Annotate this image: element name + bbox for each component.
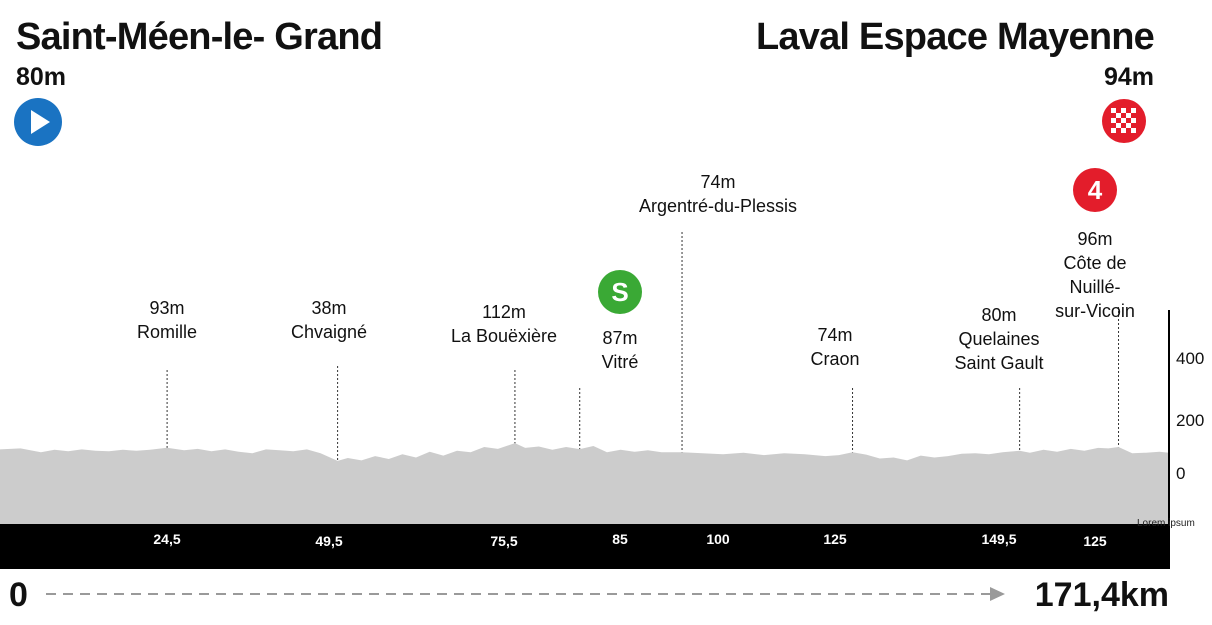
waypoint-name: Quelaines Saint Gault xyxy=(954,329,1044,373)
finish-city-name: Laval Espace Mayenne xyxy=(756,16,1155,58)
waypoint-altitude: 87m xyxy=(602,328,638,348)
waypoint-la-bouexiere: 112m La Bouëxière xyxy=(451,300,557,348)
waypoint-name: Côte de Nuillé- sur-Vicoin xyxy=(1055,253,1135,321)
waypoint-altitude: 96m xyxy=(1077,229,1113,249)
waypoint-name: Argentré-du-Plessis xyxy=(638,196,798,216)
finish-altitude: 94m xyxy=(1103,63,1154,91)
end-km-label: 171,4km xyxy=(1034,576,1169,614)
x-tick-label: 75,5 xyxy=(490,533,518,549)
x-tick-label: 24,5 xyxy=(153,531,181,547)
sprint-letter: S xyxy=(611,276,629,307)
waypoint-cote-de-nuille-sur-vicoin: 96m Côte de Nuillé- sur-Vicoin xyxy=(1037,227,1154,323)
waypoint-altitude: 93m xyxy=(149,298,185,318)
waypoint-altitude: 38m xyxy=(311,298,347,318)
x-tick-label: 85 xyxy=(612,531,628,547)
waypoint-vitre: 87m Vitré xyxy=(602,326,639,374)
intermediate-sprint-icon: S xyxy=(598,270,642,314)
x-tick-label: 149,5 xyxy=(981,531,1017,547)
waypoint-altitude: 74m xyxy=(700,172,736,192)
x-axis-band xyxy=(0,524,1169,569)
waypoint-name: Romille xyxy=(136,322,198,342)
waypoint-romille: 93m Romille xyxy=(137,296,197,344)
climb-category-number: 4 xyxy=(1087,174,1103,205)
start-altitude: 80m xyxy=(16,63,67,91)
waypoint-name: Vitré xyxy=(601,352,639,372)
waypoint-argentre-du-plessis: 74m Argentré-du-Plessis xyxy=(639,170,797,218)
watermark-text: Lorem ipsum xyxy=(1137,518,1195,529)
y-tick-label: 0 xyxy=(1176,464,1186,483)
waypoint-quelaines-saint-gault: 80m Quelaines Saint Gault xyxy=(954,303,1043,375)
start-city-name: Saint-Méen-le- Grand xyxy=(16,16,383,58)
waypoint-altitude: 74m xyxy=(817,325,853,345)
start-play-icon xyxy=(14,98,62,146)
waypoint-name: Chvaigné xyxy=(290,322,368,342)
checkered-flag-icon xyxy=(1102,99,1146,143)
x-tick-label: 49,5 xyxy=(315,533,343,549)
y-tick-label: 200 xyxy=(1176,411,1205,430)
x-tick-label: 125 xyxy=(823,531,847,547)
waypoint-name: La Bouëxière xyxy=(450,326,558,346)
waypoint-altitude: 112m xyxy=(482,302,526,322)
start-km-label: 0 xyxy=(9,576,28,614)
x-tick-label: 125 xyxy=(1083,533,1107,549)
elevation-profile-area xyxy=(0,443,1169,524)
waypoint-chvaigne: 38m Chvaigné xyxy=(291,296,367,344)
waypoint-name: Craon xyxy=(810,349,860,369)
waypoint-altitude: 80m xyxy=(981,305,1017,325)
x-tick-label: 100 xyxy=(706,531,730,547)
climb-category-icon: 4 xyxy=(1073,168,1117,212)
y-tick-label: 400 xyxy=(1176,349,1205,368)
dashed-arrow-icon xyxy=(46,587,1005,601)
waypoint-craon: 74m Craon xyxy=(810,323,859,371)
